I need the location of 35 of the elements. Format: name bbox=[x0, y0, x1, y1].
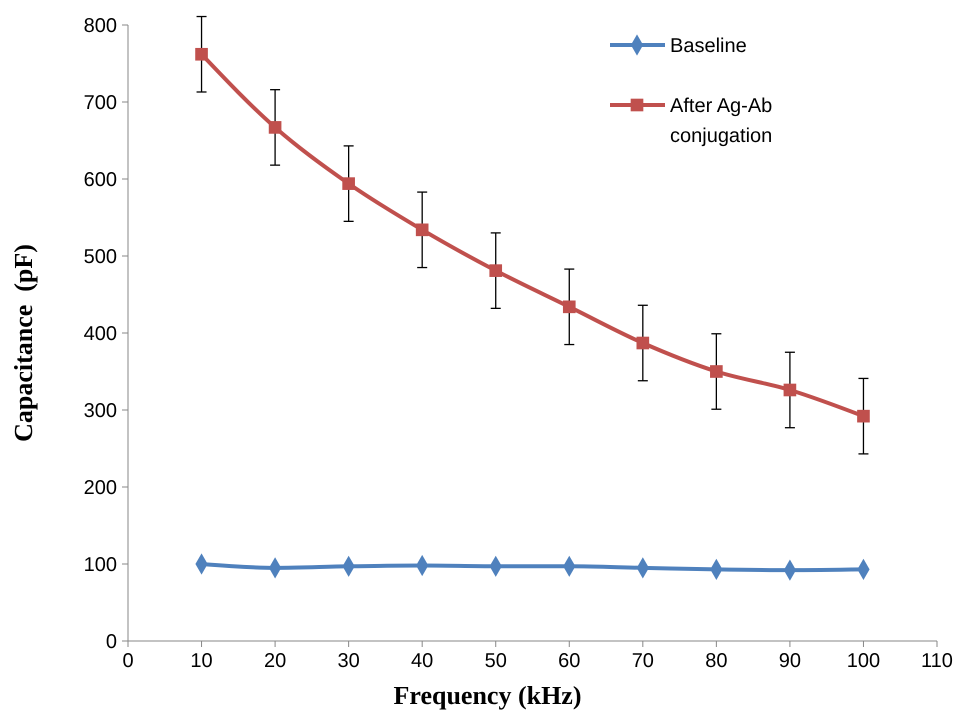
x-tick-label: 30 bbox=[338, 650, 360, 672]
point bbox=[489, 264, 502, 277]
y-tick-label: 600 bbox=[84, 169, 117, 191]
x-tick-label: 60 bbox=[558, 650, 580, 672]
x-tick-label: 100 bbox=[846, 650, 880, 672]
x-tick-label: 50 bbox=[484, 650, 507, 672]
point bbox=[857, 410, 870, 422]
y-tick-label: 100 bbox=[84, 554, 117, 576]
legend-label: After Ag-Ab conjugation bbox=[670, 95, 772, 147]
legend-label: Baseline bbox=[670, 35, 747, 57]
y-tick-label: 0 bbox=[106, 631, 117, 653]
y-tick-label: 800 bbox=[84, 15, 117, 37]
x-axis-title: Frequency (kHz) bbox=[394, 681, 582, 710]
x-tick-label: 80 bbox=[705, 650, 728, 672]
x-tick-label: 0 bbox=[122, 650, 134, 672]
x-tick-label: 40 bbox=[411, 650, 434, 672]
point bbox=[562, 300, 576, 314]
point bbox=[416, 223, 429, 236]
point bbox=[636, 336, 650, 350]
x-tick-label: 110 bbox=[921, 650, 953, 672]
x-tick-label: 20 bbox=[264, 650, 286, 672]
x-tick-label: 10 bbox=[190, 650, 213, 672]
point bbox=[784, 384, 796, 396]
x-tick-label: 90 bbox=[778, 650, 802, 672]
point bbox=[195, 48, 208, 61]
y-tick-label: 300 bbox=[84, 400, 117, 422]
point bbox=[268, 121, 282, 134]
x-tick-label: 70 bbox=[632, 650, 654, 672]
y-tick-label: 400 bbox=[84, 323, 117, 345]
point bbox=[710, 365, 723, 378]
y-tick-label: 700 bbox=[84, 92, 117, 114]
point bbox=[342, 177, 355, 190]
y-axis-title: Capacitance (pF) bbox=[9, 244, 38, 442]
y-tick-label: 200 bbox=[84, 477, 117, 499]
y-tick-label: 500 bbox=[84, 246, 117, 268]
